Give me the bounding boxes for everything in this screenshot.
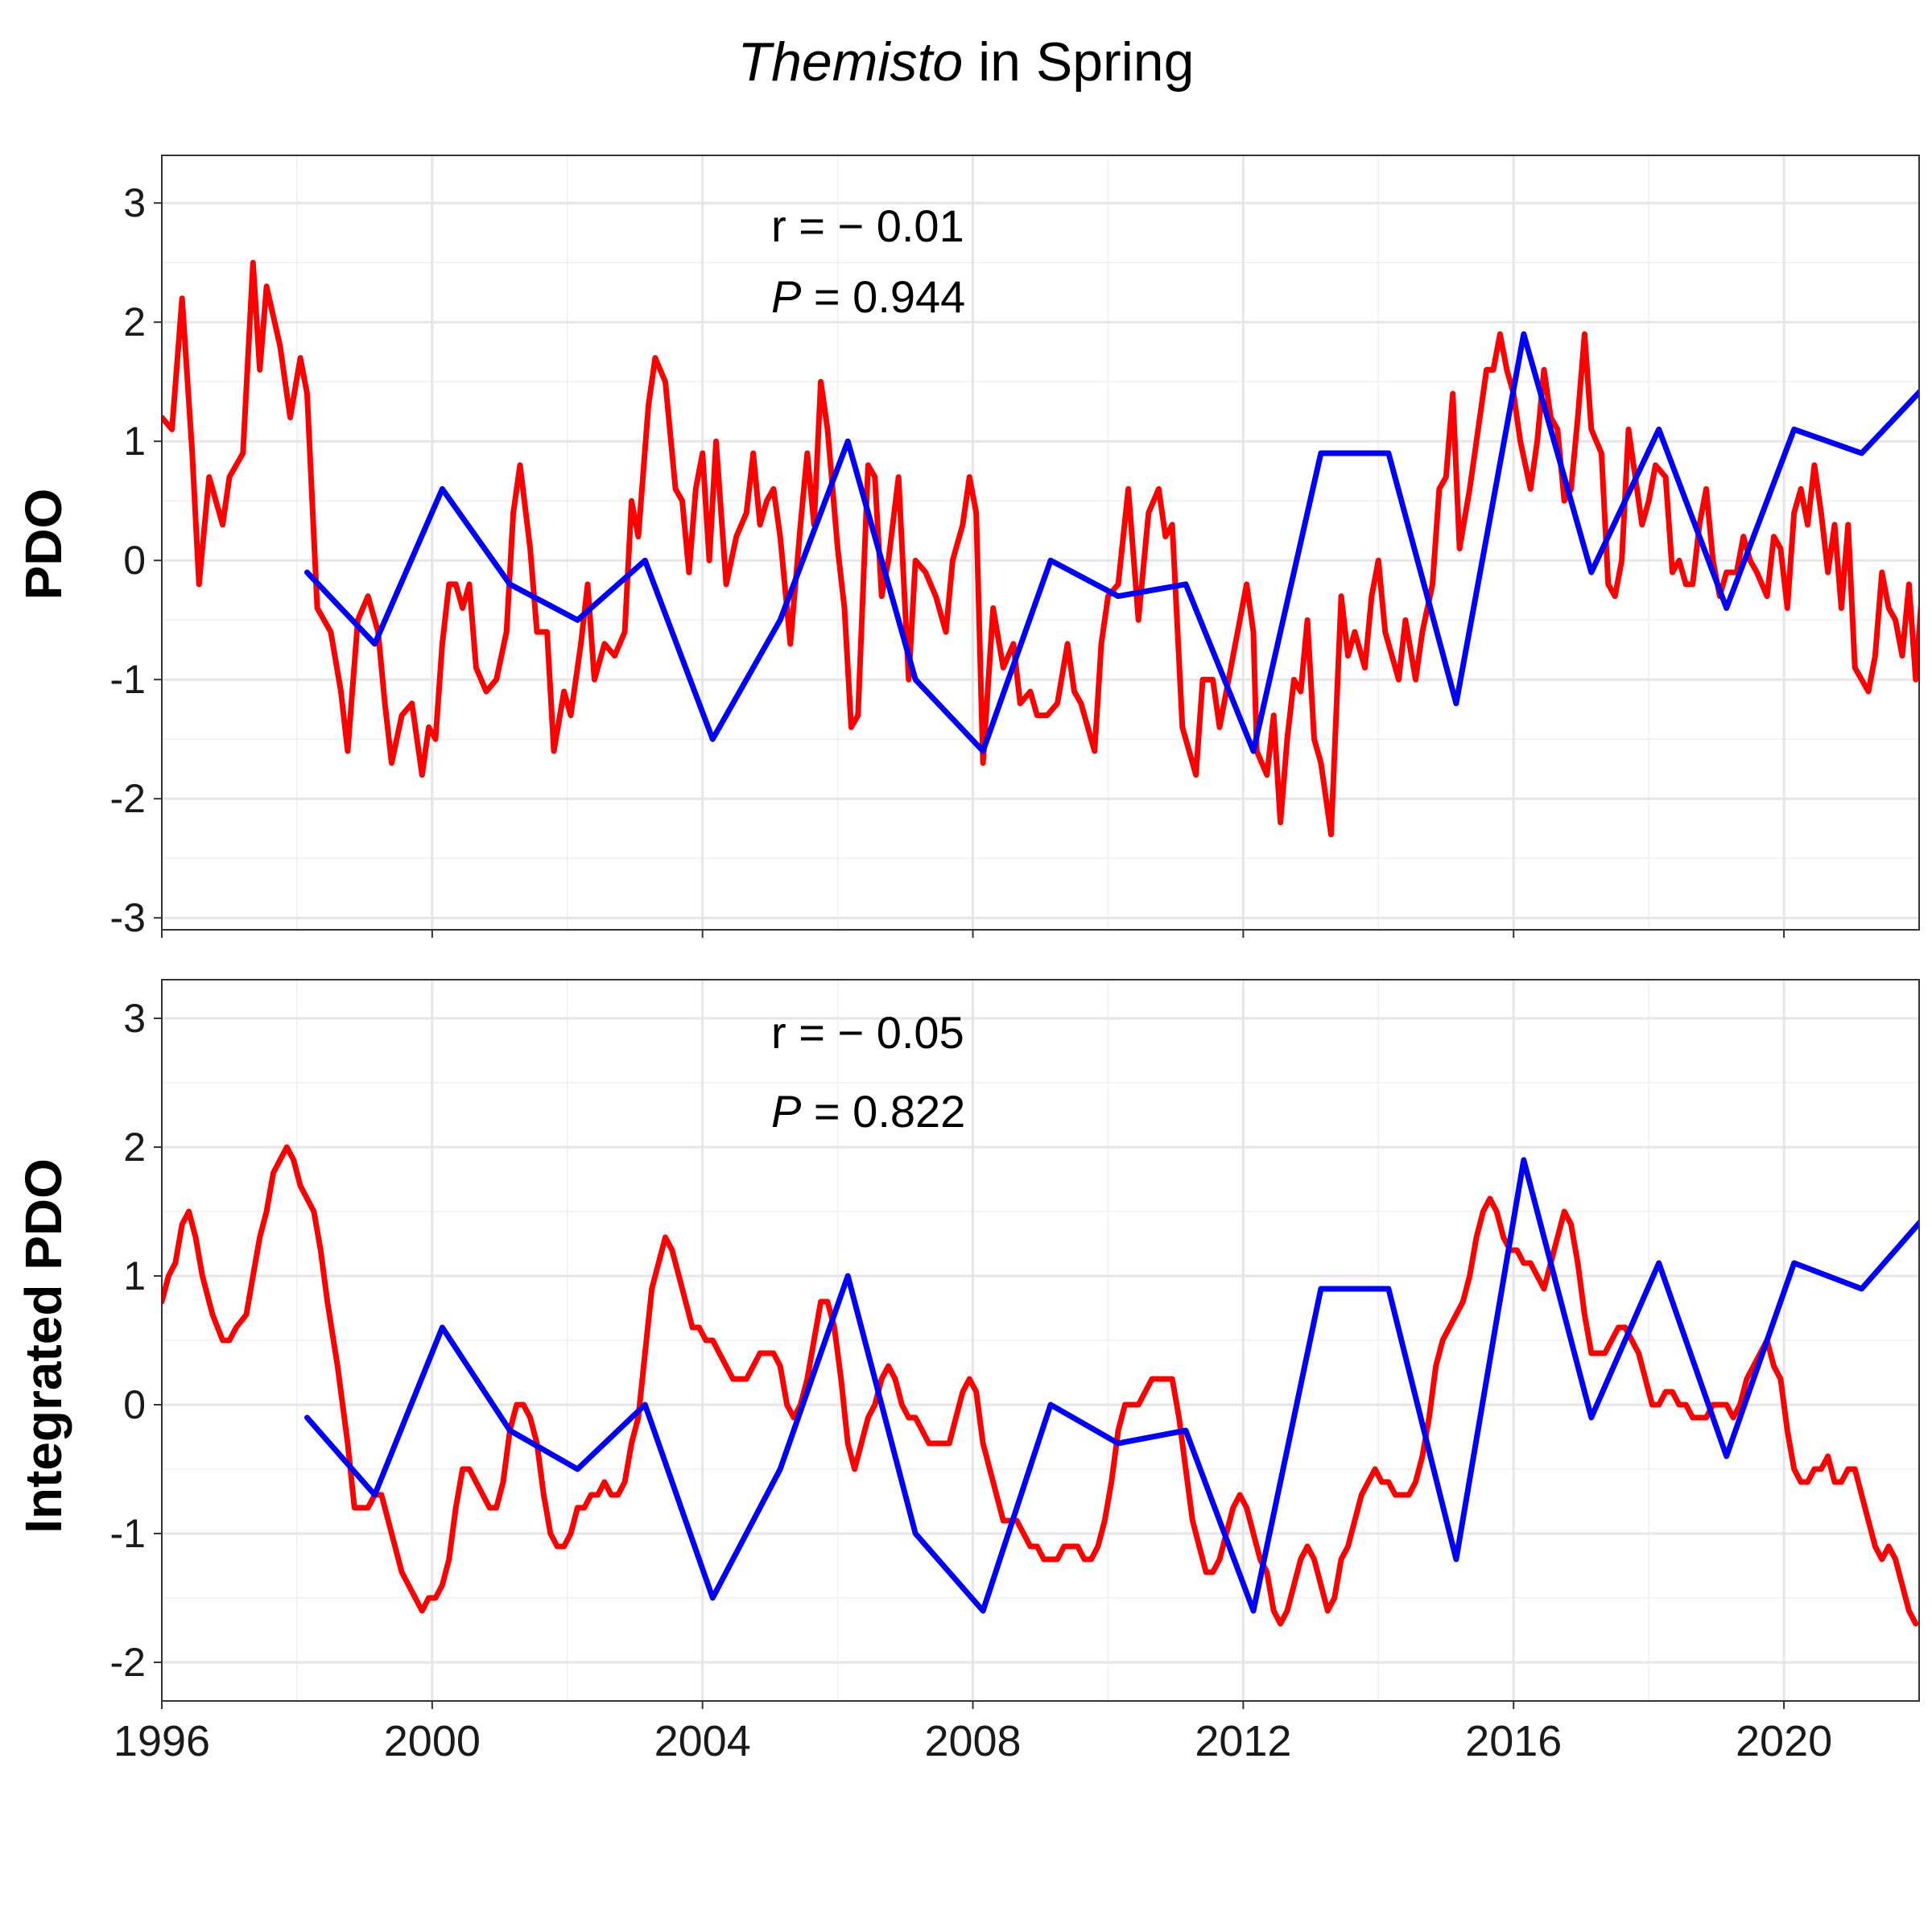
panel-bottom-yaxis: 3 2 1 0 -1 -2 xyxy=(110,996,162,1685)
panel-bottom-xtick-label: 2020 xyxy=(1736,1717,1832,1765)
panel-top-series-red-line xyxy=(162,259,1919,838)
panel-top-ytick-label: -2 xyxy=(110,776,146,821)
panel-bottom-xtick-label: 2012 xyxy=(1195,1717,1291,1765)
panel-top-ytick-label: 3 xyxy=(123,180,146,225)
panel-bottom-ytick-label: -2 xyxy=(110,1640,146,1685)
panel-bottom-xtick-label: 2000 xyxy=(384,1717,481,1765)
panel-top-series xyxy=(162,259,1919,838)
panel-bottom-xtick-label: 1996 xyxy=(114,1717,210,1765)
panel-bottom-ytick-label: 0 xyxy=(123,1382,146,1427)
panel-bottom-ytick-label: 3 xyxy=(123,996,146,1041)
chart-title: Themisto in Spring xyxy=(738,31,1195,93)
panel-top-ytick-label: 2 xyxy=(123,299,146,345)
panel-top-p-label: P xyxy=(771,271,801,322)
panel-bottom-ylabel: Integrated PDO xyxy=(14,1158,72,1534)
panel-bottom-ytick-label: 2 xyxy=(123,1125,146,1170)
panel-bottom-ytick-label: 1 xyxy=(123,1253,146,1298)
panel-bottom-ytick-label: -1 xyxy=(110,1511,146,1556)
panel-bottom-xtick-label: 2004 xyxy=(654,1717,751,1765)
panel-bottom-xaxis: 1996 2000 2004 2008 2012 2016 2020 xyxy=(114,1701,1832,1765)
panel-bottom-p-value: = 0.822 xyxy=(801,1086,965,1137)
chart-title-italic: Themisto xyxy=(738,31,964,93)
panel-bottom-series-red-line xyxy=(162,1144,1919,1627)
panel-top-ytick-label: 0 xyxy=(123,538,146,583)
panel-top-series-blue-line xyxy=(304,331,1919,754)
panel-top-p-value: = 0.944 xyxy=(801,271,965,322)
panel-top-ytick-label: -3 xyxy=(110,895,146,940)
panel-top-yaxis: 3 2 1 0 -1 -2 -3 xyxy=(110,180,1785,940)
panel-bottom-r-annotation: r = − 0.05 xyxy=(771,1007,964,1058)
panel-top-p-annotation: P = 0.944 xyxy=(771,271,965,322)
panel-bottom-series xyxy=(162,1144,1919,1627)
panel-bottom: Integrated PDO 3 2 1 0 -1 -2 1996 2000 2004 2008… xyxy=(14,979,1920,1765)
chart-title-rest: in Spring xyxy=(963,31,1194,93)
panel-bottom-p-annotation: P = 0.822 xyxy=(771,1086,965,1137)
panel-top-r-annotation: r = − 0.01 xyxy=(771,200,964,251)
panel-top-ylabel: PDO xyxy=(14,489,72,601)
panel-top: PDO 3 2 1 0 -1 -2 -3 r = − 0.01 P = 0.944 xyxy=(14,155,1920,940)
panel-bottom-grid xyxy=(162,980,1919,1701)
panel-top-grid xyxy=(162,155,1919,930)
panel-bottom-p-label: P xyxy=(771,1086,801,1137)
panel-bottom-xtick-label: 2016 xyxy=(1465,1717,1562,1765)
panel-top-ytick-label: 1 xyxy=(123,419,146,464)
panel-top-ytick-label: -1 xyxy=(110,657,146,702)
panel-bottom-border xyxy=(161,979,1920,1702)
panel-bottom-series-blue-line xyxy=(304,1157,1919,1614)
panel-top-border xyxy=(161,155,1920,931)
panel-bottom-xtick-label: 2008 xyxy=(924,1717,1021,1765)
